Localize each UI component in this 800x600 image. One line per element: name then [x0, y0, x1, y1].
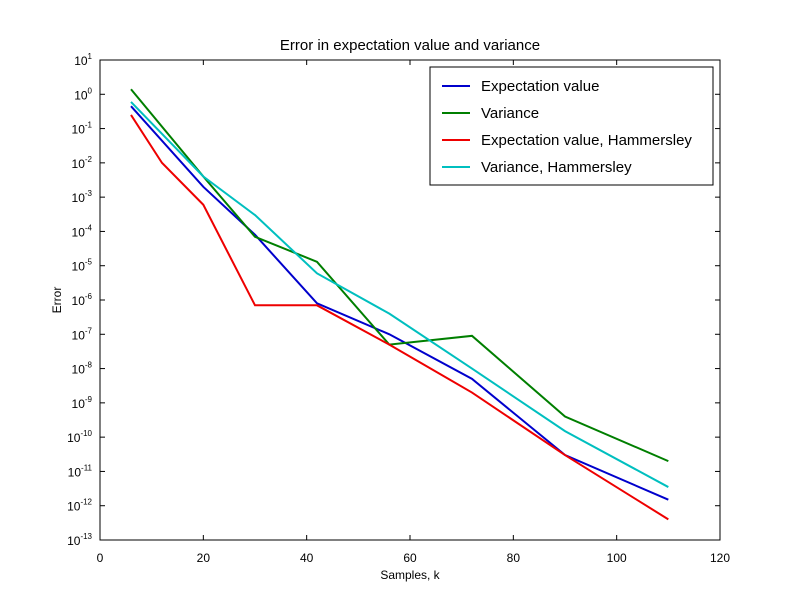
x-tick-label: 20	[197, 551, 211, 565]
x-tick-label: 60	[403, 551, 417, 565]
y-tick-base: 10	[72, 260, 86, 274]
y-tick-exponent: -2	[85, 155, 93, 164]
y-tick-exponent: -6	[85, 292, 93, 301]
legend-label-2: Expectation value, Hammersley	[481, 132, 692, 149]
x-tick-label: 0	[97, 551, 104, 565]
y-tick-base: 10	[74, 88, 88, 102]
series-line-0	[130, 105, 669, 501]
y-tick-base: 10	[72, 225, 86, 239]
y-tick-exponent: -12	[80, 498, 92, 507]
y-tick-label: 10-7	[72, 326, 93, 342]
x-tick-label: 120	[710, 551, 730, 565]
legend-label-1: Variance	[481, 105, 539, 122]
series-line-1	[130, 88, 669, 463]
y-tick-base: 10	[72, 328, 86, 342]
x-axis: 0 20 40 60 80 100 120	[97, 60, 730, 565]
y-axis: 10110010-110-210-310-410-510-610-710-810…	[67, 52, 720, 548]
y-tick-label: 100	[74, 86, 92, 102]
y-tick-label: 10-2	[72, 155, 93, 171]
y-tick-base: 10	[74, 54, 88, 68]
y-tick-exponent: -11	[81, 463, 93, 472]
y-tick-base: 10	[67, 500, 81, 514]
legend-label-3: Variance, Hammersley	[481, 159, 632, 176]
legend: Expectation value Variance Expectation val…	[429, 66, 714, 186]
y-tick-base: 10	[68, 465, 82, 479]
y-axis-label: Error	[50, 287, 64, 314]
y-tick-exponent: -1	[85, 121, 93, 130]
y-tick-label: 10-3	[72, 189, 93, 205]
y-tick-base: 10	[72, 397, 86, 411]
y-tick-base: 10	[72, 363, 86, 377]
chart-title: Error in expectation value and variance	[280, 37, 540, 54]
y-tick-base: 10	[72, 123, 86, 137]
series-line-2	[130, 114, 669, 521]
y-tick-exponent: -9	[85, 395, 93, 404]
y-tick-label: 10-5	[72, 258, 93, 274]
y-tick-base: 10	[67, 431, 81, 445]
x-tick-label: 40	[300, 551, 314, 565]
y-tick-exponent: 1	[88, 52, 93, 61]
y-tick-exponent: -5	[85, 258, 93, 267]
y-tick-label: 10-6	[72, 292, 93, 308]
y-tick-exponent: -3	[85, 189, 93, 198]
y-tick-label: 10-1	[72, 121, 93, 137]
y-tick-exponent: 0	[88, 86, 93, 95]
y-tick-label: 10-13	[67, 532, 92, 548]
x-axis-label: Samples, k	[380, 568, 440, 582]
y-tick-exponent: -4	[85, 223, 93, 232]
legend-box	[429, 66, 714, 186]
y-tick-label: 10-10	[67, 429, 92, 445]
x-tick-label: 100	[607, 551, 627, 565]
y-tick-label: 10-9	[72, 395, 93, 411]
y-tick-label: 10-11	[68, 463, 93, 479]
legend-label-0: Expectation value	[481, 78, 599, 95]
y-tick-exponent: -8	[85, 361, 93, 370]
y-tick-label: 101	[74, 52, 92, 68]
y-tick-base: 10	[67, 534, 81, 548]
series-layer	[130, 88, 669, 521]
y-tick-base: 10	[72, 157, 86, 171]
y-tick-exponent: -7	[85, 326, 93, 335]
y-tick-label: 10-12	[67, 498, 92, 514]
y-tick-exponent: -10	[80, 429, 92, 438]
y-tick-exponent: -13	[80, 532, 92, 541]
series-line-3	[130, 101, 669, 488]
y-tick-label: 10-4	[72, 223, 93, 239]
x-tick-label: 80	[507, 551, 521, 565]
y-tick-base: 10	[72, 191, 86, 205]
y-tick-label: 10-8	[72, 361, 93, 377]
y-tick-base: 10	[72, 294, 86, 308]
